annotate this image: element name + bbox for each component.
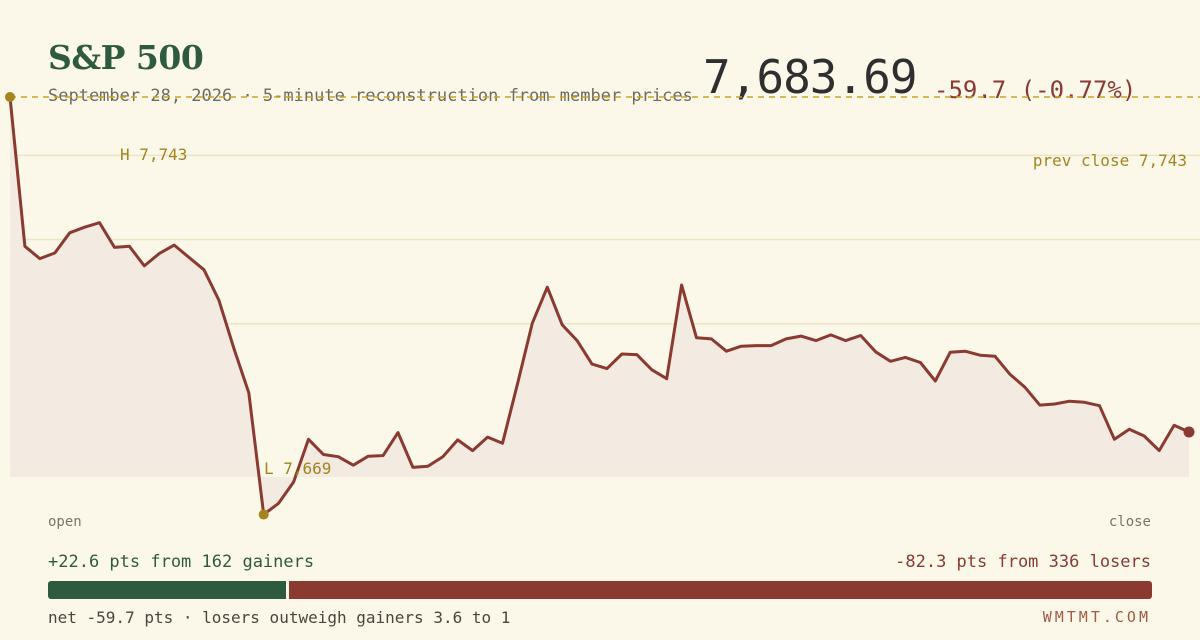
net-summary: net -59.7 pts · losers outweigh gainers …	[48, 608, 511, 627]
brand-logo: WMTMT.COM	[1042, 608, 1151, 626]
page-subtitle: September 28, 2026 · 5-minute reconstruc…	[48, 86, 693, 106]
losers-bar	[288, 581, 1152, 599]
x-axis-open-label: open	[48, 514, 82, 530]
area-fill	[10, 97, 1189, 515]
gainers-bar	[48, 581, 286, 599]
last-price-marker	[1183, 426, 1195, 438]
gainers-summary: +22.6 pts from 162 gainers	[48, 552, 315, 572]
page-title: S&P 500	[48, 38, 204, 77]
high-label: H 7,743	[120, 145, 187, 164]
low-marker	[258, 509, 269, 520]
x-axis-close-label: close	[1108, 514, 1151, 530]
prev-close-label: prev close 7,743	[1033, 151, 1187, 170]
price-line	[8, 96, 1190, 516]
breadth-bar	[48, 581, 1152, 599]
index-price: 7,683.69	[703, 50, 918, 104]
low-label: L 7,669	[264, 459, 331, 478]
high-marker	[5, 91, 15, 102]
index-change: -59.7 (-0.77%)	[934, 76, 1137, 104]
losers-summary: -82.3 pts from 336 losers	[895, 552, 1151, 572]
